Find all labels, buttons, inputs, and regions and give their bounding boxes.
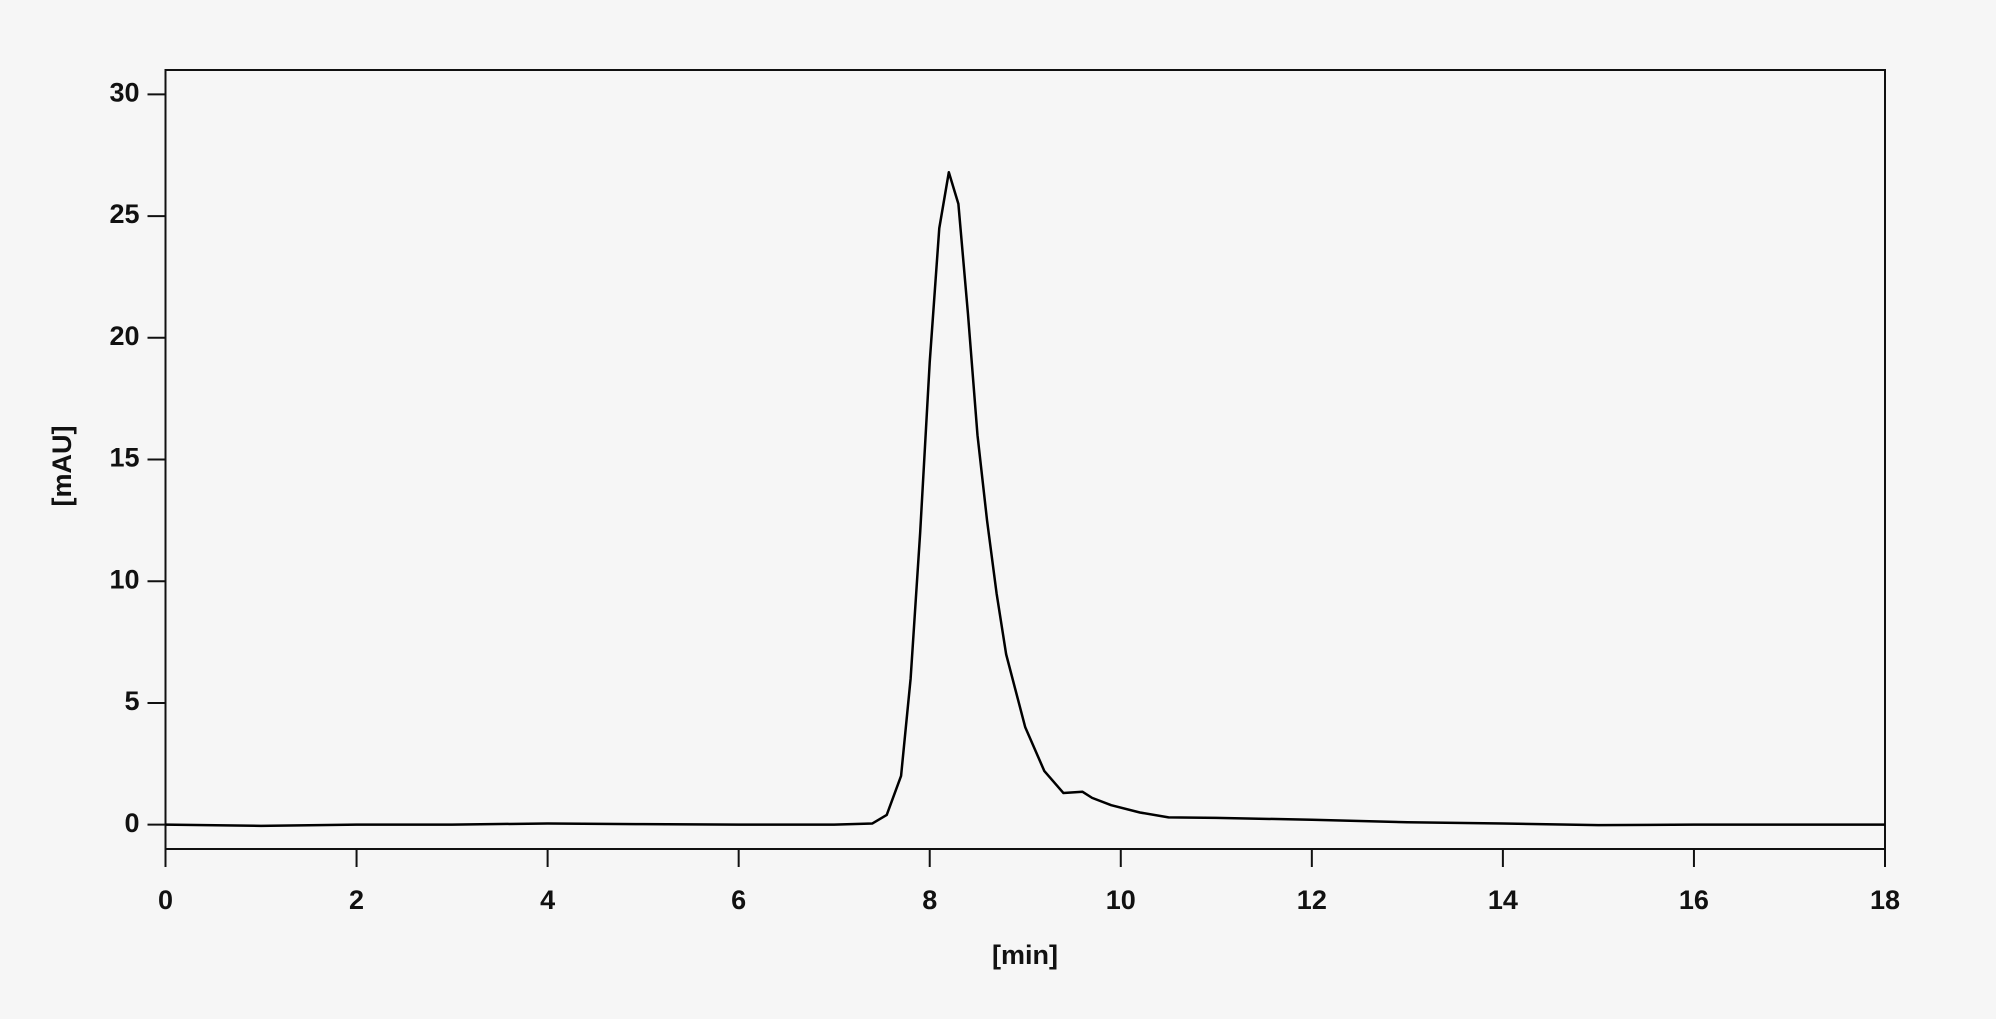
- x-tick-label: 4: [540, 885, 555, 915]
- y-tick-label: 0: [124, 808, 139, 838]
- x-tick-label: 14: [1488, 885, 1518, 915]
- x-tick-label: 10: [1106, 885, 1136, 915]
- y-tick-label: 25: [109, 199, 139, 229]
- x-tick-label: 16: [1679, 885, 1709, 915]
- y-tick-label: 10: [109, 564, 139, 594]
- y-axis-label: [mAU]: [47, 426, 77, 507]
- x-tick-label: 6: [731, 885, 746, 915]
- chromatogram-line: [165, 170, 1885, 828]
- x-tick-label: 8: [922, 885, 937, 915]
- y-tick-label: 5: [124, 686, 139, 716]
- x-tick-label: 18: [1870, 885, 1900, 915]
- x-tick-label: 0: [158, 885, 173, 915]
- x-tick-label: 12: [1297, 885, 1327, 915]
- y-tick-label: 30: [109, 77, 139, 107]
- x-tick-label: 2: [349, 885, 364, 915]
- y-tick-label: 20: [109, 321, 139, 351]
- plot-frame: [164, 69, 1886, 850]
- x-axis-label: [min]: [992, 940, 1058, 970]
- y-tick-label: 15: [109, 443, 139, 473]
